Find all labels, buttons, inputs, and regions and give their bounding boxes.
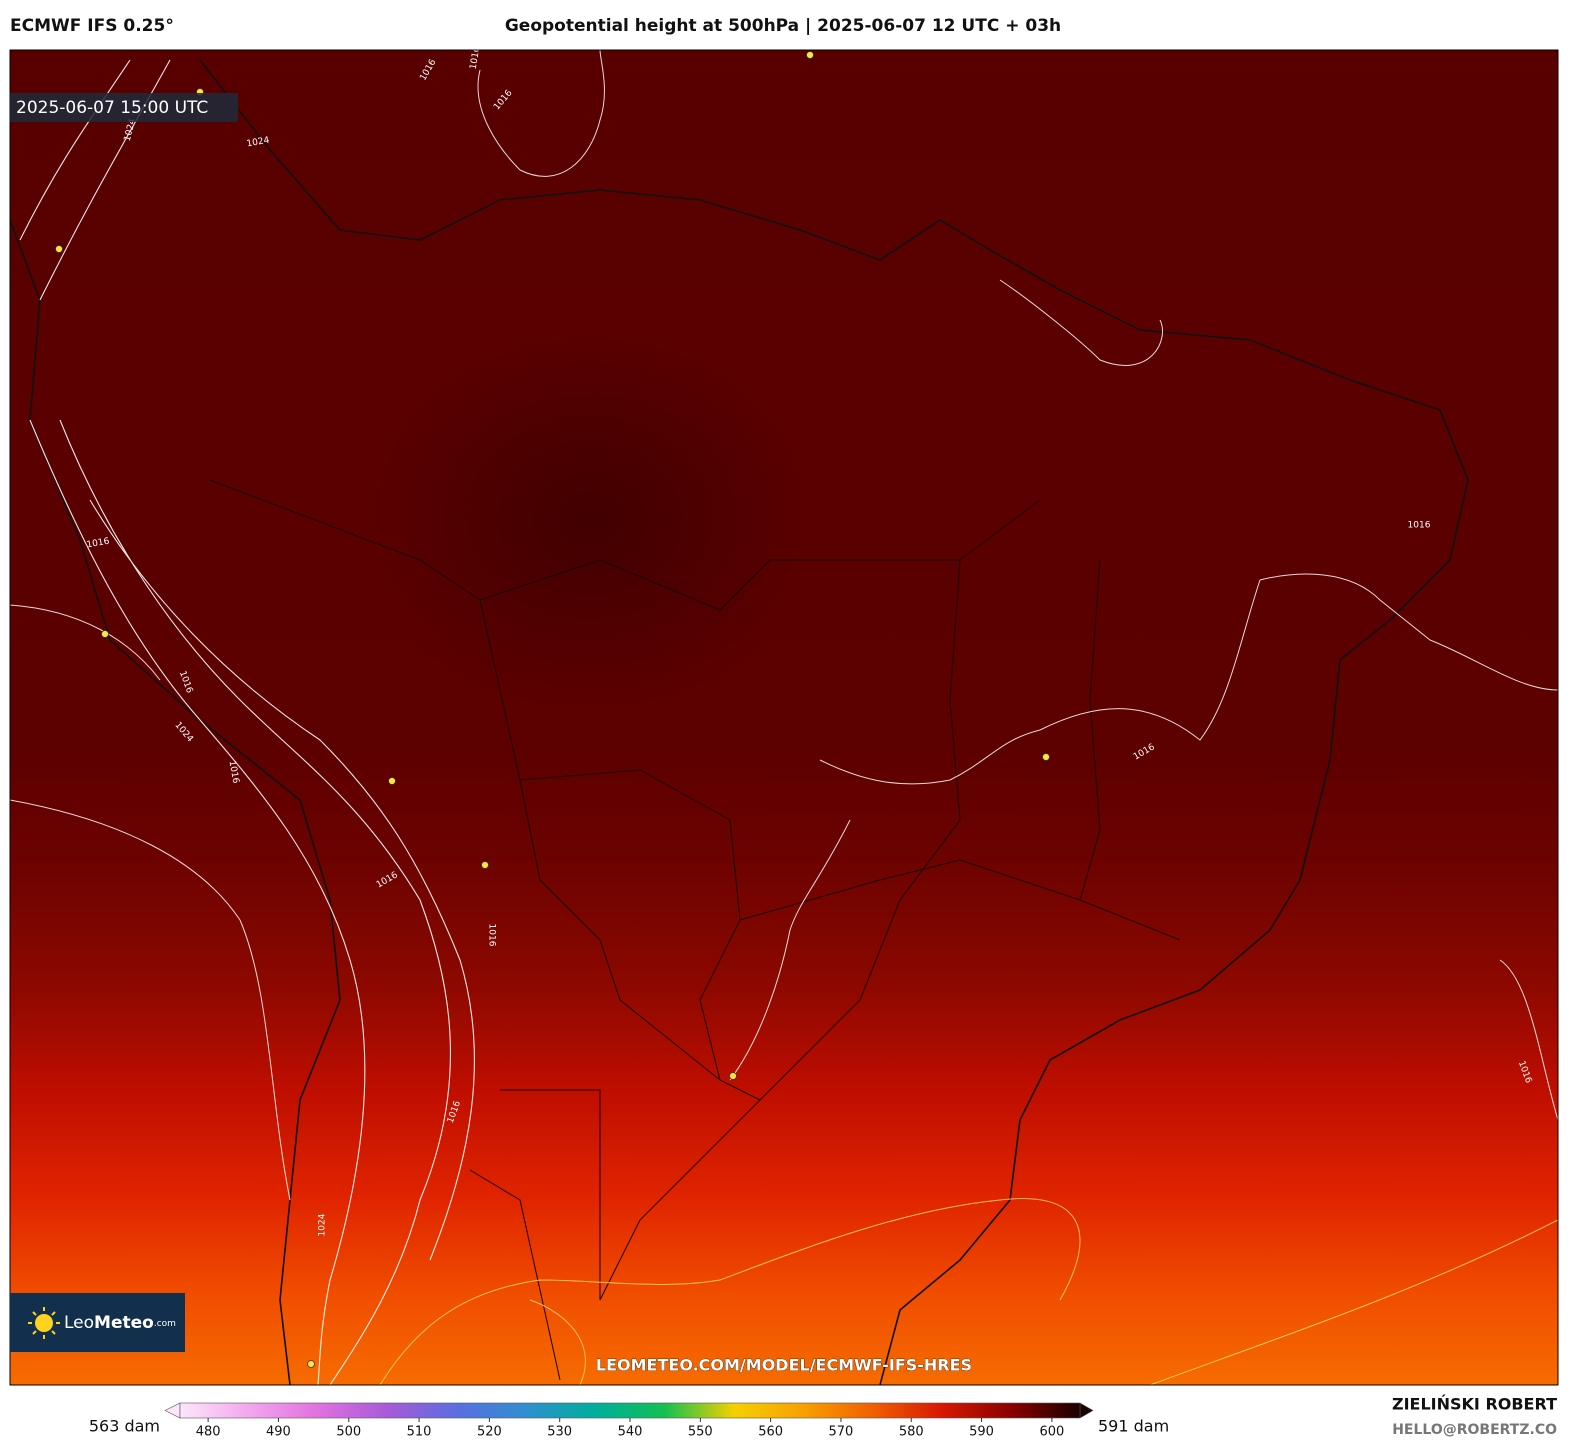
colorbar-tick-label: 560 [758,1425,783,1440]
colorbar-tick-label: 520 [477,1425,502,1440]
colorbar-tick-label: 480 [196,1425,221,1440]
logo-text: LeoMeteo.com [64,1313,176,1333]
colorbar-scale [179,1402,1081,1419]
colorbar-min-arrow [164,1402,181,1419]
contour-label: 1016 [86,537,111,551]
author: ZIELIŃSKI ROBERT [1392,1395,1557,1414]
model-name: ECMWF IFS 0.25° [10,16,174,36]
city-marker [1042,753,1050,761]
colorbar-tick-label: 500 [336,1425,361,1440]
city-marker [806,51,814,59]
colorbar-tick-label: 580 [899,1425,924,1440]
contact: HELLO@ROBERTZ.CO [1392,1422,1557,1438]
city-marker [481,861,489,869]
colorbar-max-label: 591 dam [1098,1417,1169,1436]
colorbar-tick-label: 530 [547,1425,572,1440]
colorbar-tick-label: 540 [618,1425,643,1440]
logo-sun [28,1307,60,1339]
coastline [199,59,1469,1385]
colorbar-min-label: 563 dam [89,1417,160,1436]
valid-time: 2025-06-07 15:00 UTC [16,98,208,118]
logo-light: Leo [64,1313,94,1333]
map: 1016 101610161024102410161016102410161016… [10,46,1558,1385]
time-box [10,93,238,122]
contour-label: 1016 [1408,521,1431,531]
contour-label: 1016 [487,924,497,947]
colorbar-tick-label: 570 [829,1425,854,1440]
city-marker [388,777,396,785]
map-frame [9,49,1559,1386]
city-marker [729,1072,737,1080]
contour-label: 1016 [469,46,483,71]
city-marker [55,245,63,253]
isobars [19,59,475,1385]
colorbar-tick-label: 590 [969,1425,994,1440]
watermark: LEOMETEO.COM/MODEL/ECMWF-IFS-HRES [596,1356,972,1375]
contour-label: 1024 [246,136,271,150]
map-title: Geopotential height at 500hPa | 2025-06-… [505,16,1061,36]
colorbar-tick-label: 490 [266,1425,291,1440]
contour-label: 1016 [227,760,241,785]
colorbar-tick-label: 550 [688,1425,713,1440]
isobars [10,50,1558,1201]
colorbar-tick-label: 510 [407,1425,432,1440]
isobars [379,1198,1558,1385]
city-marker [101,630,109,638]
colorbar-max-arrow [1079,1402,1094,1419]
logo-bold: Meteo [94,1313,154,1333]
logo-suffix: .com [154,1319,176,1329]
borders [209,479,1181,1381]
city-marker [307,1360,315,1368]
height-field [10,50,1558,1385]
colorbar-tick-label: 600 [1039,1425,1064,1440]
contour-label: 1024 [318,1213,328,1236]
low-region [360,330,820,710]
colorbar: 480 490 500 510 520 530 540 550 560 570 580 590 600 [164,1402,1094,1440]
